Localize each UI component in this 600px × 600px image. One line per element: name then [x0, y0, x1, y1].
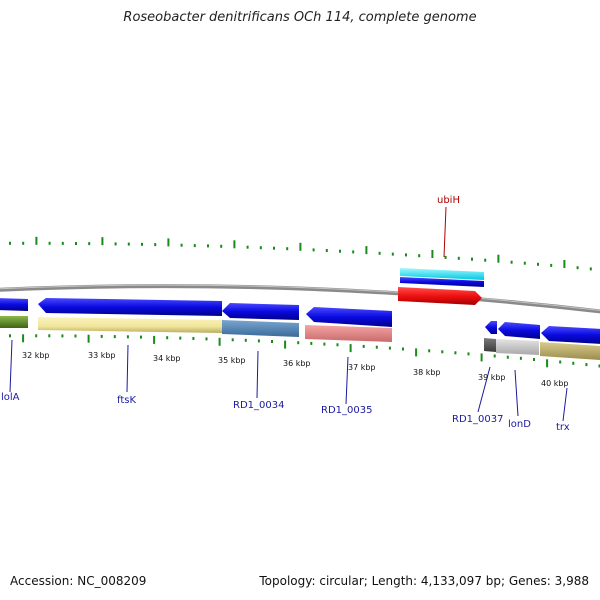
genome-backbone [0, 284, 600, 314]
rd1-0034-leader [256, 350, 259, 399]
lola-cds-arrow[interactable] [0, 298, 28, 311]
gene-label-ftsk[interactable]: ftsK [117, 395, 136, 406]
rd1-0034-feature-band [222, 320, 299, 337]
scale-labels: 32 kbp 33 kbp 34 kbp 35 kbp 36 kbp 37 kb… [22, 351, 569, 388]
scale-label-32kbp: 32 kbp [22, 351, 50, 360]
gene-labels: lolA ftsK RD1_0034 RD1_0035 ubiH RD1_003… [1, 195, 570, 433]
lola-feature-band [0, 316, 28, 328]
rd1-0035-cds-arrow[interactable] [306, 307, 392, 327]
gene-label-lond[interactable]: lonD [508, 419, 531, 430]
ftsk-feature-band [38, 317, 222, 333]
rd1-0035-leader [345, 356, 349, 405]
scale-label-35kbp: 35 kbp [218, 356, 246, 365]
ubih-cds-arrow[interactable] [398, 287, 482, 305]
rd1-0037-feature-band [484, 338, 496, 352]
lower-tick-row [9, 334, 600, 368]
rd1-0034-cds-arrow[interactable] [222, 303, 299, 320]
ftsk-cds-arrow[interactable] [38, 298, 222, 316]
trx-cds-arrow[interactable] [541, 326, 600, 344]
topology-summary: Topology: circular; Length: 4,133,097 bp… [259, 574, 589, 588]
accession-text: Accession: NC_008209 [10, 574, 147, 588]
lola-leader [9, 339, 13, 393]
gene-label-ubih[interactable]: ubiH [437, 195, 460, 206]
lond-cds-arrow[interactable] [498, 322, 540, 339]
scale-label-40kbp: 40 kbp [541, 379, 569, 388]
genome-backbone-highlight [0, 284, 600, 311]
ubih-cyan-band [400, 268, 484, 280]
scale-label-33kbp: 33 kbp [88, 351, 116, 360]
rd1-0035-feature-band [305, 325, 392, 342]
ftsk-leader [126, 344, 129, 393]
ubih-leader [443, 206, 447, 258]
genome-title: Roseobacter denitrificans OCh 114, compl… [123, 10, 477, 25]
ubih-blue-band [400, 277, 484, 287]
scale-label-38kbp: 38 kbp [413, 368, 441, 377]
gene-label-rd1-0037[interactable]: RD1_0037 [452, 414, 503, 425]
gene-label-rd1-0034[interactable]: RD1_0034 [233, 400, 284, 411]
lond-feature-band [496, 339, 539, 355]
gene-label-trx[interactable]: trx [556, 422, 570, 433]
gene-label-lola[interactable]: lolA [1, 392, 20, 403]
gene-label-rd1-0035[interactable]: RD1_0035 [321, 405, 372, 416]
scale-label-34kbp: 34 kbp [153, 354, 181, 363]
gene-leader-lines [9, 206, 568, 422]
trx-leader [562, 387, 568, 422]
scale-label-37kbp: 37 kbp [348, 363, 376, 372]
upper-tick-row [9, 236, 592, 271]
trx-feature-band [540, 342, 600, 360]
rd1-0037-cds-arrow[interactable] [485, 321, 497, 334]
rd1-0037-leader [477, 366, 491, 413]
scale-label-39kbp: 39 kbp [478, 373, 506, 382]
lond-leader [514, 369, 519, 417]
scale-label-36kbp: 36 kbp [283, 359, 311, 368]
